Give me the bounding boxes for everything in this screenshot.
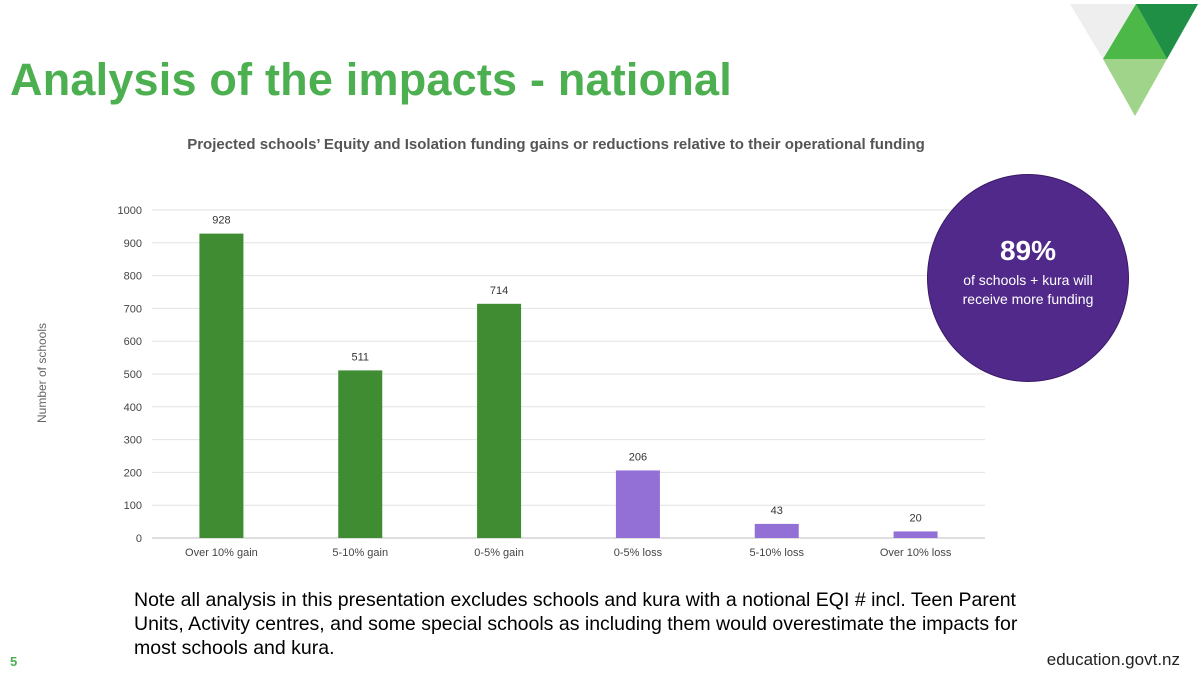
x-tick-label: Over 10% gain: [185, 547, 258, 559]
x-tick-label: 0-5% gain: [474, 547, 524, 559]
data-label: 714: [490, 285, 508, 297]
y-tick-label: 400: [124, 402, 142, 414]
logo-light-triangle: [1103, 59, 1167, 116]
x-tick-label: 5-10% loss: [750, 547, 805, 559]
ministry-logo: [1070, 4, 1198, 116]
x-tick-label: 0-5% loss: [614, 547, 663, 559]
bar-0: [199, 233, 244, 538]
bar-1: [338, 370, 383, 538]
callout-percentage: 89%: [999, 235, 1057, 266]
y-tick-label: 800: [124, 271, 142, 283]
data-label: 511: [351, 351, 369, 363]
y-tick-label: 1000: [118, 205, 142, 217]
y-tick-label: 600: [124, 336, 142, 348]
callout-text: of schools + kura will receive more fund…: [962, 272, 1094, 307]
y-tick-label: 100: [124, 500, 142, 512]
data-label: 20: [909, 512, 921, 524]
bar-3: [615, 470, 660, 538]
x-axis-ticks: Over 10% gain 5-10% gain 0-5% gain 0-5% los…: [185, 547, 952, 559]
logo-dark-triangle: [1136, 4, 1198, 59]
y-tick-label: 0: [136, 533, 142, 545]
x-tick-label: Over 10% loss: [880, 547, 952, 559]
data-label: 928: [212, 215, 230, 227]
y-tick-label: 500: [124, 369, 142, 381]
y-axis-label: Number of schools: [35, 323, 49, 423]
y-tick-label: 200: [124, 467, 142, 479]
y-tick-label: 300: [124, 435, 142, 447]
x-tick-label: 5-10% gain: [332, 547, 388, 559]
gridlines: [152, 209, 985, 539]
y-axis-ticks: 0 100 200 300 400 500 600 700 800 900 1000: [118, 205, 142, 545]
bar-2: [477, 303, 522, 538]
page-number: 5: [10, 654, 18, 669]
funding-callout: 89% of schools + kura will receive more …: [927, 174, 1129, 382]
bar-chart: 0 100 200 300 400 500 600 700 800 900 1000 928 511 7…: [35, 205, 985, 559]
analysis-note: Note all analysis in this presentation e…: [134, 589, 1018, 659]
bars: [199, 233, 938, 538]
page-title: Analysis of the impacts - national: [10, 54, 732, 105]
data-label: 43: [771, 505, 783, 517]
bar-5: [893, 531, 938, 538]
y-tick-label: 700: [124, 303, 142, 315]
logo-grey-triangle: [1070, 4, 1136, 59]
chart-title: Projected schools’ Equity and Isolation …: [187, 136, 925, 153]
y-tick-label: 900: [124, 238, 142, 250]
data-label: 206: [629, 451, 647, 463]
data-labels: 928 511 714 206 43 20: [212, 215, 921, 525]
logo-mid-triangle: [1103, 4, 1167, 59]
bar-4: [754, 523, 799, 538]
website-footer: education.govt.nz: [1046, 650, 1180, 669]
